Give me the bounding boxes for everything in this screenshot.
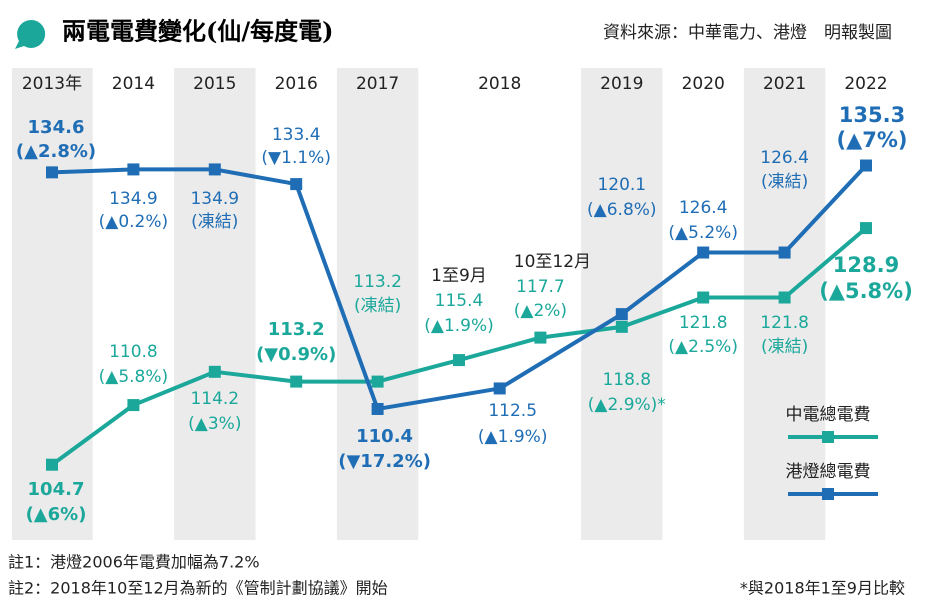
value-label: 115.4: [435, 291, 484, 311]
change-label: (▲1.9%): [478, 427, 548, 447]
change-label: (▲2.5%): [668, 337, 738, 357]
point-marker: [453, 354, 465, 367]
point-marker: [46, 458, 58, 471]
value-label: 126.4: [760, 148, 809, 168]
band: [174, 68, 256, 540]
point-marker: [208, 163, 221, 176]
series-line: [51, 164, 868, 411]
change-label: (▲5.8%): [99, 367, 169, 387]
value-label: 134.9: [190, 189, 239, 209]
x-tick-label: 2014: [112, 74, 155, 94]
point-marker: [127, 399, 140, 412]
x-tick-label: 2015: [193, 74, 236, 94]
value-label: 121.8: [679, 313, 728, 333]
value-label: 118.8: [602, 370, 651, 390]
change-label: (▼1.1%): [261, 148, 331, 168]
point-marker: [697, 291, 710, 304]
point-marker: [534, 331, 547, 344]
value-label: 113.2: [353, 272, 402, 292]
change-label: (▲7%): [837, 128, 908, 152]
x-tick-label: 2021: [763, 74, 806, 94]
value-label: 134.9: [109, 189, 158, 209]
point-marker: [615, 320, 628, 333]
change-label: (凍結): [354, 296, 401, 316]
x-tick-label: 2019: [600, 74, 643, 94]
value-label: 128.9: [833, 253, 899, 277]
change-label: (▲2%): [514, 301, 567, 321]
legend-marker: [822, 488, 834, 500]
value-label: 120.1: [597, 175, 646, 195]
change-label: (▼17.2%): [338, 451, 431, 472]
value-label: 113.2: [268, 319, 325, 340]
sub-category-label: 1至9月: [431, 266, 487, 286]
value-label: 117.7: [516, 277, 565, 297]
value-label: 112.5: [488, 401, 537, 421]
point-marker: [778, 246, 791, 259]
sub-category-label: 10至12月: [514, 252, 591, 272]
change-label: (▲5.8%): [819, 279, 913, 303]
change-label: (▲6%): [26, 504, 87, 525]
point-marker: [615, 308, 628, 321]
legend-marker: [822, 431, 834, 443]
source: 資料來源：中華電力、港燈 明報製圖: [603, 23, 892, 43]
point-marker: [860, 159, 872, 172]
band: [336, 68, 419, 540]
point-marker: [371, 375, 384, 388]
value-label: 104.7: [28, 479, 85, 500]
change-label: (▲2.9%)*: [588, 395, 666, 415]
value-label: 126.4: [679, 198, 728, 218]
title-icon: [15, 19, 46, 49]
point-marker: [778, 291, 791, 304]
change-label: (▲1.9%): [424, 316, 494, 336]
value-label: 133.4: [272, 125, 321, 145]
point-marker: [371, 402, 384, 415]
band: [743, 68, 826, 540]
point-marker: [46, 166, 58, 179]
x-tick-label: 2022: [844, 74, 887, 94]
x-tick-label: 2017: [356, 74, 399, 94]
point-marker: [290, 178, 303, 191]
point-marker: [208, 365, 221, 378]
x-tick-label: 2018: [478, 74, 521, 94]
change-label: (▲3%): [188, 414, 241, 434]
point-marker: [290, 375, 303, 388]
value-label: 135.3: [839, 103, 905, 127]
note: 註1：港燈2006年電費加幅為7.2%: [8, 553, 260, 572]
change-label: (▲6.8%): [587, 200, 657, 220]
legend-label: 港燈總電費: [786, 462, 871, 482]
footnote: *與2018年1至9月比較: [740, 579, 905, 598]
x-tick-label: 2013年: [22, 74, 82, 94]
value-label: 110.4: [356, 426, 413, 447]
change-label: (凍結): [761, 337, 808, 357]
value-label: 121.8: [760, 313, 809, 333]
value-label: 110.8: [109, 342, 158, 362]
note: 註2：2018年10至12月為新的《管制計劃協議》開始: [8, 579, 388, 598]
value-label: 114.2: [190, 389, 239, 409]
value-label: 134.6: [28, 117, 85, 138]
change-label: (▲2.8%): [16, 141, 96, 162]
point-marker: [127, 163, 140, 176]
point-marker: [860, 222, 872, 235]
change-label: (▲5.2%): [668, 223, 738, 243]
change-label: (凍結): [191, 212, 238, 232]
change-label: (▲0.2%): [99, 212, 169, 232]
chart-title: 兩電電費變化(仙/每度電): [62, 17, 333, 46]
band: [581, 68, 663, 540]
x-tick-label: 2016: [275, 74, 318, 94]
change-label: (凍結): [761, 172, 808, 192]
change-label: (▼0.9%): [256, 344, 336, 365]
point-marker: [493, 382, 506, 395]
legend-label: 中電總電費: [786, 405, 871, 425]
x-tick-label: 2020: [682, 74, 725, 94]
point-marker: [697, 246, 710, 259]
